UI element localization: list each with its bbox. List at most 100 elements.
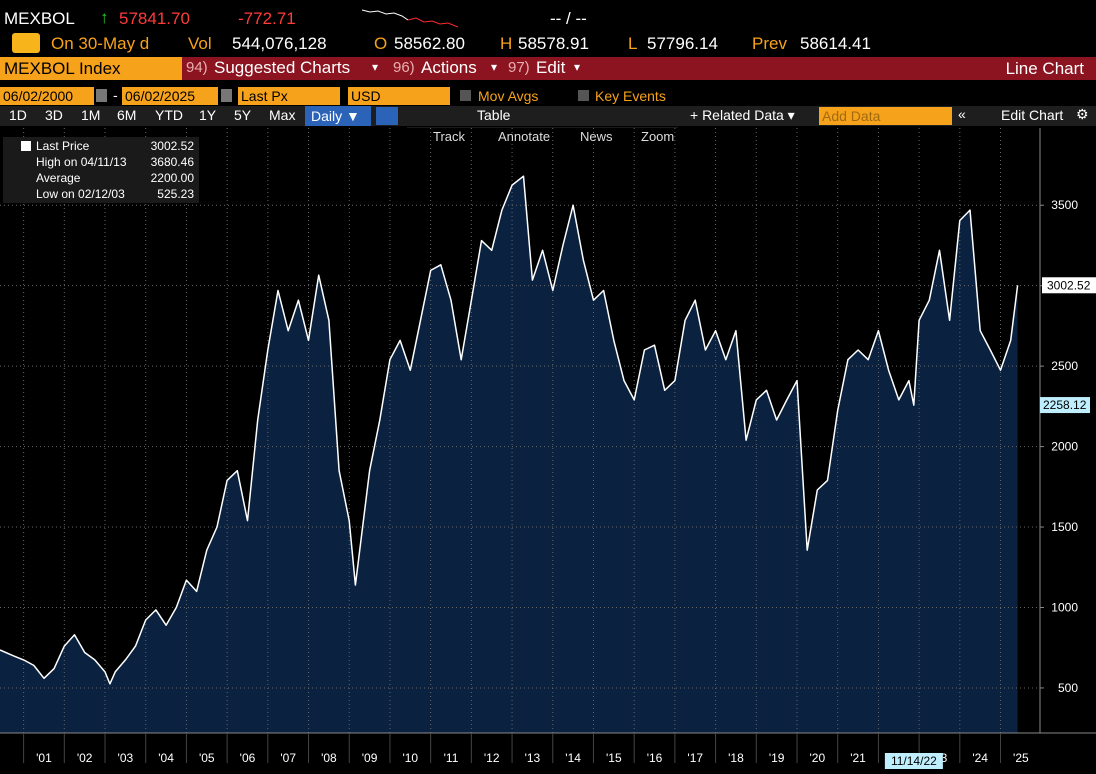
checkbox[interactable]: [460, 90, 471, 101]
x-tick-label: '08: [321, 751, 337, 765]
line-icon[interactable]: [376, 107, 398, 125]
vol-label: Vol: [188, 34, 212, 53]
x-tick-label: '03: [118, 751, 134, 765]
x-tick-label: '15: [606, 751, 622, 765]
calendar-icon[interactable]: [96, 89, 107, 102]
dropdown-arrow[interactable]: ▾: [372, 60, 379, 74]
legend-value: 3680.46: [150, 155, 194, 169]
period-button[interactable]: 1Y: [199, 107, 217, 123]
x-tick-label: '16: [647, 751, 663, 765]
low-label: L: [628, 34, 638, 53]
x-tick-label: '09: [362, 751, 378, 765]
high: 58578.91: [518, 34, 589, 53]
field-select[interactable]: Last Px: [238, 87, 340, 105]
status-icon: [12, 33, 40, 53]
arrow: ↑: [100, 8, 109, 27]
x-tick-label: '19: [769, 751, 785, 765]
y-tick-label: 500: [1058, 681, 1078, 695]
y-tick-label: 2000: [1051, 440, 1078, 454]
last-price-label: 3002.52: [1047, 278, 1091, 292]
x-tick-label: '02: [77, 751, 93, 765]
x-tick-label: '25: [1013, 751, 1029, 765]
cursor-date-box: [884, 753, 943, 769]
collapse[interactable]: «: [958, 106, 966, 122]
frequency[interactable]: Daily ▼: [305, 106, 371, 126]
sparkline: [361, 9, 459, 28]
x-tick-label: '11: [444, 751, 459, 765]
mov-avgs[interactable]: Mov Avgs: [478, 88, 539, 104]
tool-button[interactable]: News: [580, 129, 613, 144]
key-events[interactable]: Key Events: [595, 88, 666, 104]
currency-select[interactable]: USD: [348, 87, 450, 105]
cursor-value-label: 2258.12: [1043, 398, 1087, 412]
tool-button[interactable]: Zoom: [641, 129, 675, 144]
y-tick-label: 2500: [1051, 359, 1078, 373]
legend-value: 3002.52: [150, 139, 194, 153]
period-button[interactable]: Max: [269, 107, 296, 123]
x-tick-label: '01: [36, 751, 52, 765]
calendar-icon[interactable]: [221, 89, 232, 102]
cursor-date-label: 11/14/22: [891, 754, 937, 768]
dropdown-arrow[interactable]: ▾: [491, 60, 498, 74]
x-tick-label: '21: [850, 751, 866, 765]
open-label: O: [374, 34, 388, 53]
legend-swatch: [21, 141, 31, 151]
menu-number[interactable]: 97): [508, 59, 530, 76]
tool-button[interactable]: Track: [433, 129, 466, 144]
period-button[interactable]: 5Y: [234, 107, 252, 123]
legend-value: 2200.00: [150, 171, 194, 185]
x-tick-label: '06: [240, 751, 256, 765]
start-date[interactable]: 06/02/2000: [0, 87, 94, 105]
y-tick-label: 1500: [1051, 520, 1078, 534]
area: [0, 176, 1018, 733]
cursor-value-box: [1040, 397, 1090, 414]
y-tick-label: 1000: [1051, 600, 1078, 614]
x-tick-label: '10: [402, 751, 418, 765]
menu-item[interactable]: Suggested Charts: [214, 58, 351, 77]
edit-chart[interactable]: Edit Chart: [1001, 107, 1064, 123]
ticker: MEXBOL: [4, 9, 75, 28]
x-tick-label: '04: [158, 751, 174, 765]
tool-button[interactable]: Annotate: [498, 129, 551, 144]
period-button[interactable]: YTD: [155, 107, 183, 123]
x-tick-label: '13: [525, 751, 541, 765]
related-data[interactable]: + Related Data ▾: [690, 107, 795, 123]
date-dash: -: [113, 87, 118, 103]
legend-value: 525.23: [157, 187, 194, 201]
y-tick-label: 3500: [1051, 198, 1078, 212]
table-button[interactable]: Table: [477, 107, 511, 123]
chart-type: Line Chart: [1005, 59, 1084, 78]
x-tick-label: '14: [565, 751, 581, 765]
menu-item[interactable]: Actions: [421, 58, 477, 77]
legend-label: Last Price: [36, 139, 90, 153]
end-date[interactable]: 06/02/2025: [122, 87, 218, 105]
period-button[interactable]: 1M: [81, 107, 101, 123]
menu-item[interactable]: Edit: [536, 58, 566, 77]
add-data[interactable]: Add Data: [819, 107, 952, 125]
settings[interactable]: ⚙: [1076, 106, 1089, 122]
legend: Last Price 3002.52 High on 04/11/13 3680.46…: [3, 137, 199, 203]
vol: 544,076,128: [232, 34, 327, 53]
prev: 58614.41: [800, 34, 871, 53]
menu-number[interactable]: 96): [393, 59, 415, 76]
x-tick-label: '12: [484, 751, 500, 765]
security-box[interactable]: MEXBOL Index: [0, 57, 182, 80]
prev-label: Prev: [752, 34, 787, 53]
x-tick-label: '20: [810, 751, 826, 765]
menu-number[interactable]: 94): [186, 59, 208, 76]
open: 58562.80: [394, 34, 465, 53]
last-price-box: [1042, 277, 1096, 294]
legend-label: High on 04/11/13: [36, 155, 127, 169]
checkbox[interactable]: [578, 90, 589, 101]
x-tick-label: '17: [687, 751, 703, 765]
on-date: On 30-May d: [51, 34, 150, 53]
dropdown-arrow[interactable]: ▾: [574, 60, 581, 74]
legend-label: Average: [36, 171, 81, 185]
x-tick-label: '07: [280, 751, 296, 765]
low: 57796.14: [647, 34, 718, 53]
period-button[interactable]: 6M: [117, 107, 137, 123]
period-button[interactable]: 3D: [45, 107, 63, 123]
price: 57841.70: [119, 9, 190, 28]
period-button[interactable]: 1D: [9, 107, 27, 123]
